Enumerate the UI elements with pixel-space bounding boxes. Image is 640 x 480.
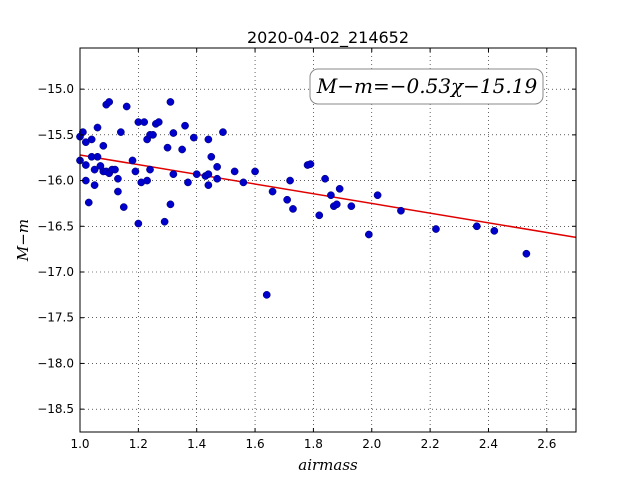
data-point <box>189 133 198 142</box>
data-point <box>213 163 221 171</box>
data-point <box>490 227 499 235</box>
y-tick-label: −16.0 <box>37 174 74 188</box>
plot-area-frame <box>79 47 577 433</box>
data-point <box>432 225 440 233</box>
data-point <box>160 217 169 226</box>
y-axis-label: M−m <box>14 219 32 262</box>
data-point <box>169 170 178 179</box>
scatter-points <box>76 98 531 299</box>
data-point <box>181 121 189 130</box>
data-point <box>230 167 239 176</box>
data-point <box>251 167 259 176</box>
data-point <box>286 176 294 185</box>
data-point <box>335 184 344 193</box>
data-point <box>128 156 137 165</box>
x-tick-label: 1.8 <box>304 437 323 451</box>
data-point <box>178 145 186 154</box>
x-tick-label: 1.6 <box>246 437 265 451</box>
data-point <box>84 198 93 207</box>
data-point <box>306 160 315 168</box>
data-point <box>166 98 175 106</box>
x-tick-label: 2.0 <box>362 437 381 451</box>
data-point <box>472 222 481 231</box>
data-point <box>207 152 216 161</box>
data-point <box>204 181 213 189</box>
data-point <box>146 165 154 174</box>
data-point <box>219 128 227 136</box>
data-point <box>149 131 157 139</box>
data-point <box>87 135 96 144</box>
data-point <box>204 135 213 144</box>
data-point <box>204 170 213 179</box>
data-point <box>163 143 172 152</box>
data-point <box>143 176 151 185</box>
fit-equation-text: M−m=−0.53χ−15.19 <box>316 74 538 98</box>
data-point <box>262 291 271 299</box>
data-point <box>99 141 108 150</box>
x-tick-label: 1.0 <box>70 437 89 451</box>
data-point <box>114 187 122 196</box>
data-point <box>140 118 149 126</box>
y-tick-label: −17.0 <box>37 265 74 279</box>
x-tick-label: 1.2 <box>129 437 148 451</box>
data-point <box>347 202 356 211</box>
y-tick-label: −18.0 <box>37 356 74 370</box>
y-tick-label: −15.0 <box>37 82 74 96</box>
data-point <box>364 230 373 239</box>
data-point <box>283 195 292 204</box>
y-tick-label: −18.5 <box>37 402 74 416</box>
data-point <box>154 118 163 126</box>
data-point <box>327 191 335 200</box>
data-point <box>315 211 324 220</box>
data-point <box>373 191 382 200</box>
y-tick-label: −17.5 <box>37 311 74 325</box>
data-point <box>522 249 531 258</box>
data-point <box>90 181 99 189</box>
data-point <box>90 165 99 174</box>
data-point <box>397 206 405 215</box>
y-tick-label: −15.5 <box>37 128 74 142</box>
data-point <box>111 165 119 174</box>
y-tick-label: −16.5 <box>37 219 74 233</box>
data-point <box>213 174 221 183</box>
data-point <box>192 170 201 179</box>
x-tick-label: 2.2 <box>421 437 440 451</box>
data-point <box>122 102 131 111</box>
data-point <box>134 219 143 228</box>
data-point <box>81 161 90 169</box>
data-point <box>105 98 114 106</box>
data-point <box>332 200 341 209</box>
data-point <box>93 123 102 132</box>
axis-ticks: 1.0 1.2 1.4 1.6 1.8 2.0 2.2 2.4 2.6 −15.0 −15.5 −16… <box>37 48 576 451</box>
fit-equation-box: M−m=−0.53χ−15.19 <box>309 68 544 105</box>
data-point <box>131 167 140 176</box>
x-tick-label: 2.6 <box>537 437 556 451</box>
data-point <box>239 178 248 187</box>
data-point <box>184 178 192 187</box>
x-axis-label: airmass <box>298 456 358 474</box>
data-point <box>116 128 125 136</box>
data-point <box>114 174 122 183</box>
chart-title: 2020-04-02_214652 <box>247 28 409 48</box>
data-point <box>321 174 329 183</box>
data-point <box>166 200 175 209</box>
data-point <box>119 203 128 211</box>
x-tick-label: 2.4 <box>479 437 498 451</box>
data-point <box>289 205 297 213</box>
data-point <box>268 187 277 196</box>
data-point <box>169 129 178 137</box>
data-point <box>93 152 102 161</box>
fit-equation-box-frame <box>309 68 544 105</box>
data-point <box>79 128 87 136</box>
x-tick-label: 1.4 <box>187 437 206 451</box>
